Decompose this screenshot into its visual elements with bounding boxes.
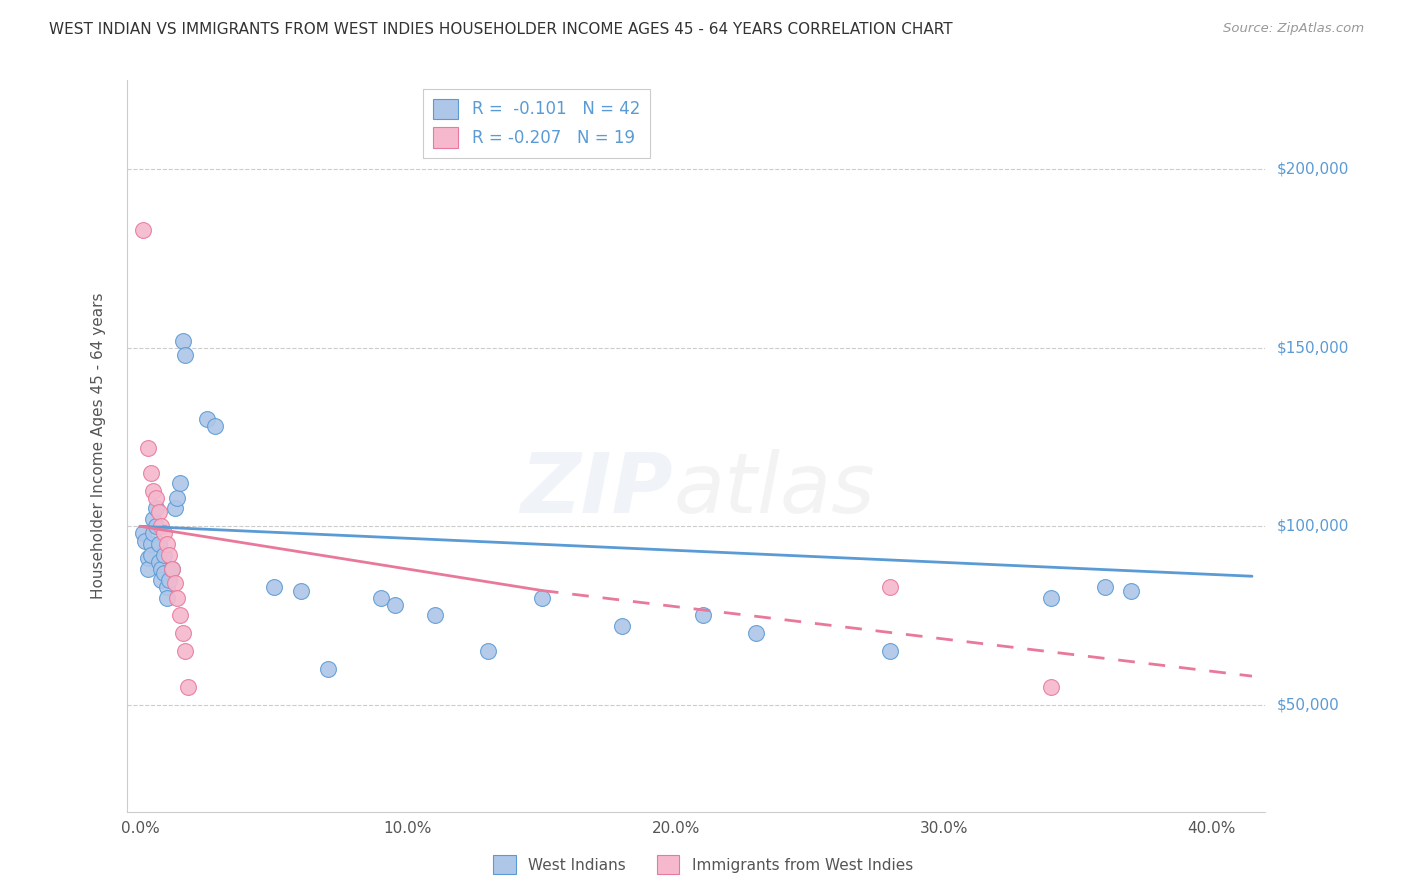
Point [423, 608, 446, 623]
Point [263, 580, 285, 594]
Point [156, 537, 179, 551]
Point [131, 223, 153, 237]
Point [169, 608, 191, 623]
Point [142, 483, 165, 498]
Point [153, 526, 176, 541]
Point [148, 505, 170, 519]
Point [370, 591, 392, 605]
Point [163, 501, 186, 516]
Legend: R =  -0.101   N = 42, R = -0.207   N = 19: R = -0.101 N = 42, R = -0.207 N = 19 [423, 88, 650, 158]
Point [157, 573, 180, 587]
Point [692, 608, 714, 623]
Point [1040, 680, 1063, 694]
Point [172, 626, 194, 640]
Point [1040, 591, 1063, 605]
Text: $50,000: $50,000 [1277, 698, 1340, 712]
Point [177, 680, 200, 694]
Point [163, 576, 186, 591]
Point [148, 537, 170, 551]
Text: $200,000: $200,000 [1277, 162, 1348, 177]
Point [160, 562, 183, 576]
Point [166, 491, 188, 505]
Point [174, 644, 197, 658]
Point [477, 644, 499, 658]
Point [142, 512, 165, 526]
Text: atlas: atlas [673, 450, 875, 531]
Point [316, 662, 339, 676]
Point [204, 419, 226, 434]
Point [174, 348, 197, 362]
Point [134, 533, 156, 548]
Point [612, 619, 634, 633]
Point [166, 591, 188, 605]
Point [530, 591, 553, 605]
Point [142, 526, 165, 541]
Point [139, 548, 162, 562]
Point [153, 566, 176, 580]
Y-axis label: Householder Income Ages 45 - 64 years: Householder Income Ages 45 - 64 years [91, 293, 105, 599]
Text: ZIP: ZIP [520, 450, 673, 531]
Text: WEST INDIAN VS IMMIGRANTS FROM WEST INDIES HOUSEHOLDER INCOME AGES 45 - 64 YEARS: WEST INDIAN VS IMMIGRANTS FROM WEST INDI… [49, 22, 953, 37]
Point [156, 591, 179, 605]
Point [136, 551, 159, 566]
Point [150, 519, 173, 533]
Point [145, 501, 167, 516]
Point [156, 580, 179, 594]
Point [879, 644, 901, 658]
Point [139, 537, 162, 551]
Text: $100,000: $100,000 [1277, 519, 1348, 533]
Point [195, 412, 218, 426]
Legend: West Indians, Immigrants from West Indies: West Indians, Immigrants from West Indie… [486, 849, 920, 880]
Point [157, 548, 180, 562]
Point [172, 334, 194, 348]
Point [879, 580, 901, 594]
Point [290, 583, 312, 598]
Text: Source: ZipAtlas.com: Source: ZipAtlas.com [1223, 22, 1364, 36]
Point [145, 519, 167, 533]
Point [169, 476, 191, 491]
Point [150, 573, 173, 587]
Point [131, 526, 153, 541]
Point [160, 562, 183, 576]
Text: $150,000: $150,000 [1277, 341, 1348, 355]
Point [384, 598, 406, 612]
Point [1121, 583, 1143, 598]
Point [745, 626, 768, 640]
Point [148, 555, 170, 569]
Point [139, 466, 162, 480]
Point [150, 562, 173, 576]
Point [153, 548, 176, 562]
Point [1094, 580, 1116, 594]
Point [136, 441, 159, 455]
Point [136, 562, 159, 576]
Point [145, 491, 167, 505]
